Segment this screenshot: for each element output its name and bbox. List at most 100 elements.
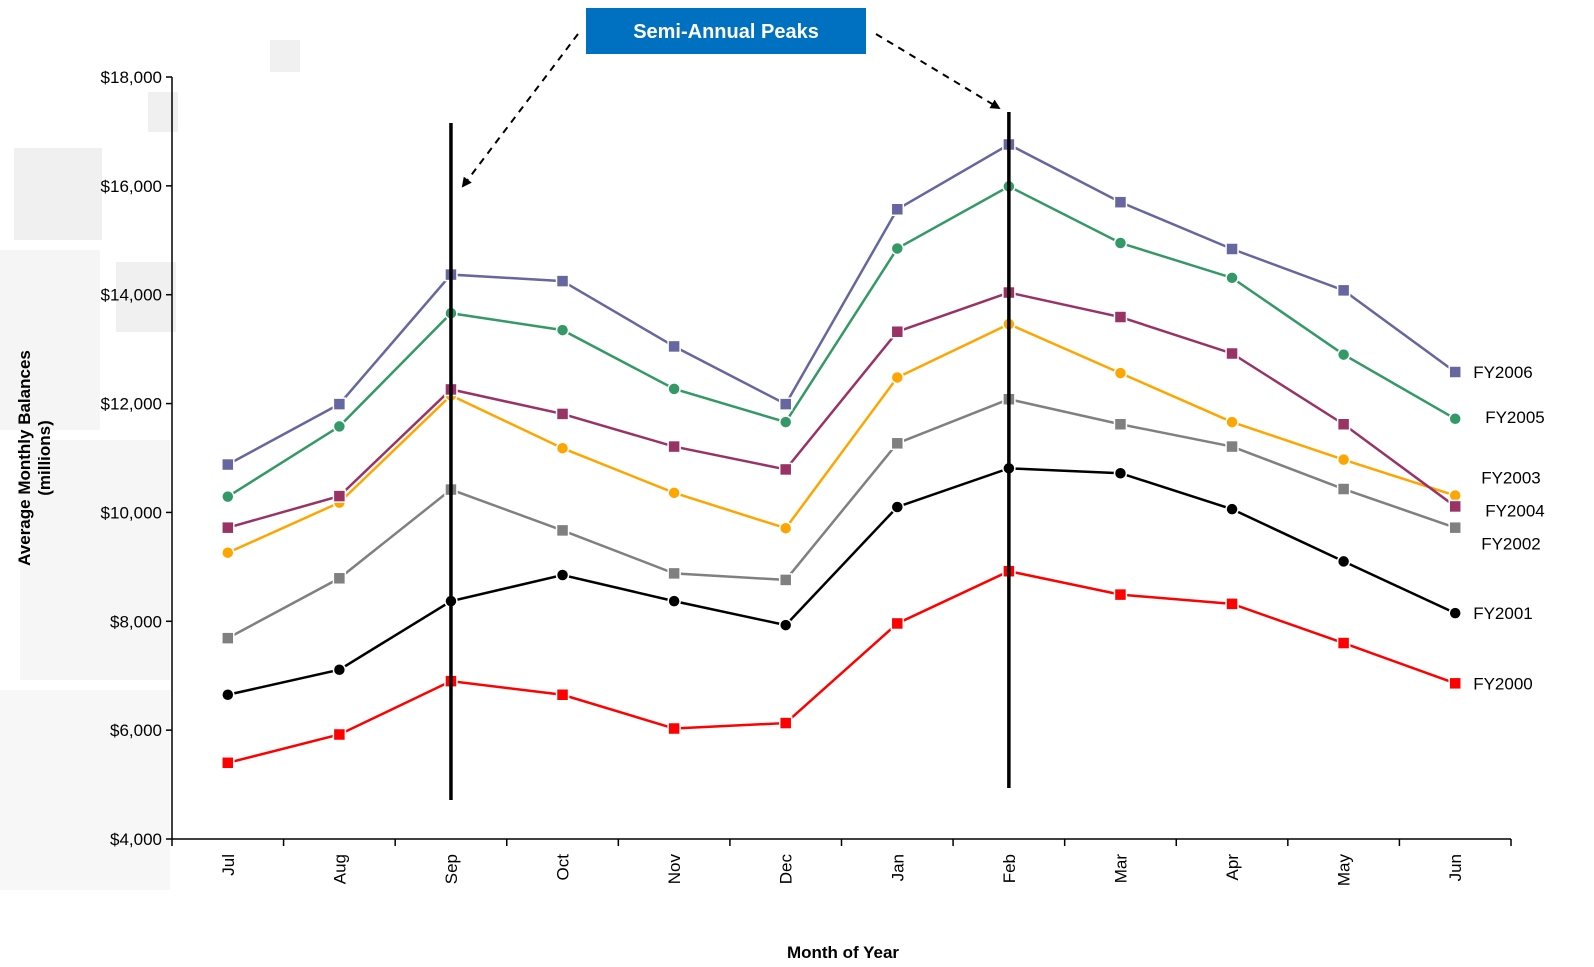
data-point-FY2004 bbox=[1225, 346, 1239, 361]
series-label-FY2002: FY2002 bbox=[1481, 535, 1541, 554]
data-point-FY2000 bbox=[332, 727, 347, 742]
x-tick-label: Jun bbox=[1446, 854, 1465, 881]
data-point-FY2004 bbox=[1113, 310, 1128, 324]
x-tick-label: Mar bbox=[1111, 854, 1130, 884]
data-point-FY2000 bbox=[778, 716, 793, 730]
data-point-FY2002 bbox=[1113, 417, 1128, 432]
x-tick-label: Feb bbox=[1000, 854, 1019, 883]
data-point-FY2005 bbox=[1336, 347, 1351, 362]
series-line-FY2005 bbox=[227, 184, 1456, 498]
series-line-FY2000 bbox=[227, 569, 1456, 765]
series-line-FY2006 bbox=[227, 143, 1456, 466]
series-label-FY2005: FY2005 bbox=[1485, 408, 1545, 427]
data-point-FY2002 bbox=[667, 566, 681, 581]
callout-box bbox=[586, 8, 866, 54]
data-point-FY2000 bbox=[555, 688, 570, 702]
data-point-FY2003 bbox=[890, 370, 905, 385]
data-point-FY2001 bbox=[667, 594, 681, 608]
data-point-FY2004 bbox=[1336, 417, 1351, 432]
data-point-FY2003 bbox=[778, 521, 793, 535]
data-point-FY2002 bbox=[1448, 520, 1462, 535]
data-point-FY2005 bbox=[1225, 271, 1239, 285]
x-tick-label: Jan bbox=[888, 854, 907, 881]
series-line-FY2002 bbox=[227, 397, 1456, 640]
data-point-FY2002 bbox=[555, 523, 570, 538]
data-point-FY2001 bbox=[778, 618, 793, 632]
data-point-FY2000 bbox=[1113, 587, 1128, 602]
data-point-FY2005 bbox=[1448, 412, 1462, 426]
y-tick-label: $18,000 bbox=[101, 68, 162, 87]
data-point-FY2001 bbox=[1336, 554, 1351, 569]
y-axis-title-line1: Average Monthly Balances bbox=[15, 350, 34, 566]
data-point-FY2002 bbox=[1336, 482, 1351, 496]
data-point-FY2006 bbox=[1336, 283, 1351, 298]
data-point-FY2006 bbox=[1225, 242, 1239, 256]
data-point-FY2005 bbox=[890, 241, 905, 256]
data-point-FY2002 bbox=[890, 436, 905, 451]
y-tick-label: $6,000 bbox=[110, 721, 162, 740]
x-axis-title: Month of Year bbox=[787, 943, 899, 962]
series-label-FY2003: FY2003 bbox=[1481, 469, 1541, 488]
y-axis-title-line2: (millions) bbox=[35, 420, 54, 496]
y-tick-label: $10,000 bbox=[101, 503, 162, 522]
callout-text: Semi-Annual Peaks bbox=[633, 21, 819, 43]
series-label-FY2004: FY2004 bbox=[1485, 501, 1545, 520]
x-tick-label: Sep bbox=[442, 854, 461, 884]
x-tick-label: Oct bbox=[554, 854, 573, 881]
data-point-FY2004 bbox=[332, 489, 347, 503]
data-point-FY2005 bbox=[555, 323, 570, 337]
series-label-FY2006: FY2006 bbox=[1473, 363, 1533, 382]
data-point-FY2003 bbox=[1113, 366, 1128, 380]
peak-annotations bbox=[449, 33, 1011, 800]
series-marks: FY2000 FY2001 FY2002 FY2003 FY2004 FY2005 FY20… bbox=[221, 137, 1545, 770]
data-point-FY2006 bbox=[890, 202, 905, 217]
data-point-FY2002 bbox=[221, 631, 235, 645]
data-point-FY2006 bbox=[667, 339, 681, 354]
y-tick-label: $8,000 bbox=[110, 612, 162, 631]
data-point-FY2005 bbox=[1113, 236, 1128, 250]
series-line-FY2001 bbox=[227, 467, 1456, 696]
callout-arrow-right bbox=[875, 33, 1001, 110]
data-point-FY2005 bbox=[667, 382, 681, 396]
data-point-FY2006 bbox=[1113, 195, 1128, 209]
data-point-FY2001 bbox=[221, 688, 235, 702]
background-decoration bbox=[0, 40, 300, 430]
x-tick-label: Nov bbox=[665, 854, 684, 885]
data-point-FY2006 bbox=[332, 397, 347, 411]
data-point-FY2004 bbox=[778, 462, 793, 477]
x-tick-label: Aug bbox=[330, 854, 349, 884]
data-point-FY2003 bbox=[1225, 415, 1239, 429]
data-point-FY2000 bbox=[221, 756, 235, 770]
data-point-FY2003 bbox=[1336, 452, 1351, 467]
data-point-FY2004 bbox=[1448, 499, 1462, 514]
data-point-FY2002 bbox=[1225, 439, 1239, 454]
callout-arrow-left bbox=[461, 33, 579, 188]
data-point-FY2004 bbox=[890, 324, 905, 339]
data-point-FY2001 bbox=[1113, 466, 1128, 480]
data-point-FY2006 bbox=[555, 274, 570, 288]
y-tick-label: $4,000 bbox=[110, 830, 162, 849]
data-point-FY2005 bbox=[778, 415, 793, 429]
y-tick-label: $16,000 bbox=[101, 177, 162, 196]
x-tick-label: Jul bbox=[219, 854, 238, 876]
x-tick-label: Apr bbox=[1223, 854, 1242, 881]
semi-annual-peaks-callout: Semi-Annual Peaks bbox=[586, 8, 866, 54]
data-point-FY2000 bbox=[890, 616, 905, 631]
data-point-FY2003 bbox=[667, 486, 681, 500]
x-tick-label: May bbox=[1335, 854, 1354, 887]
series-label-FY2000: FY2000 bbox=[1473, 674, 1533, 693]
data-point-FY2003 bbox=[221, 545, 235, 560]
data-point-FY2002 bbox=[778, 573, 793, 587]
data-point-FY2001 bbox=[332, 662, 347, 677]
data-point-FY2004 bbox=[555, 407, 570, 421]
data-point-FY2006 bbox=[1448, 365, 1462, 379]
data-point-FY2002 bbox=[332, 571, 347, 586]
data-point-FY2005 bbox=[221, 489, 235, 504]
x-tick-label: Dec bbox=[777, 854, 796, 885]
data-point-FY2005 bbox=[332, 419, 347, 434]
data-point-FY2000 bbox=[1336, 636, 1351, 650]
data-point-FY2001 bbox=[1225, 502, 1239, 516]
data-point-FY2000 bbox=[667, 721, 681, 736]
data-point-FY2000 bbox=[1225, 597, 1239, 611]
